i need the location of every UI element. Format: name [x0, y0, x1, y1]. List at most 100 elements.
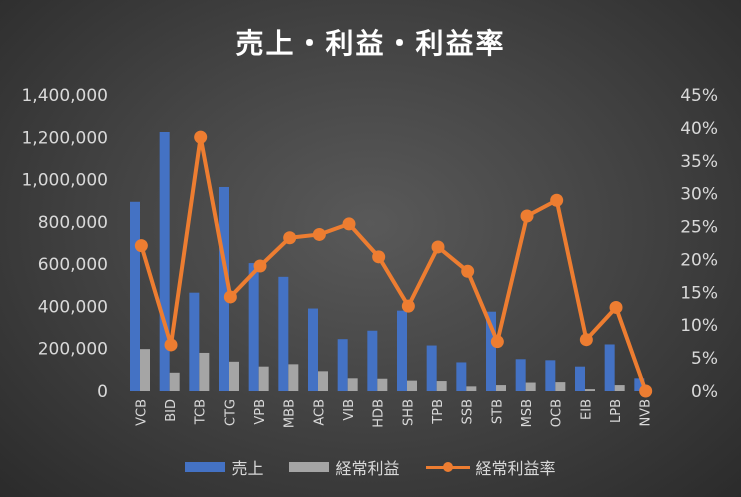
- bar-profit-ocb: [555, 382, 566, 391]
- chart-title: 売上・利益・利益率: [235, 27, 506, 60]
- point-margin-vpb: [253, 259, 267, 273]
- point-margin-vib: [342, 217, 356, 231]
- legend-swatch-profit: [289, 462, 330, 472]
- bar-sales-msb: [515, 359, 526, 391]
- x-tick-label: MSB: [520, 399, 535, 427]
- x-tick-label: CTG: [223, 399, 238, 426]
- left-axis-tick: 0: [97, 382, 108, 402]
- x-tick-label: SSB: [461, 399, 476, 424]
- line-margin: [139, 135, 648, 392]
- x-tick-label: LPB: [609, 399, 624, 423]
- bar-profit-acb: [318, 371, 328, 391]
- bar-profit-tcb: [199, 352, 210, 391]
- bar-profit-ssb: [466, 386, 477, 391]
- right-axis-tick: 0%: [691, 382, 718, 402]
- x-tick-label: BID: [164, 399, 179, 422]
- point-margin-ssb: [461, 264, 475, 278]
- left-axis-tick: 800,000: [38, 213, 108, 233]
- bar-sales-bid: [159, 132, 170, 391]
- point-margin-ctg: [223, 290, 237, 304]
- legend-item-margin: 経常利益率: [425, 455, 556, 479]
- x-tick-label: TCB: [194, 399, 209, 425]
- bar-sales-nvb: [634, 378, 645, 391]
- x-tick-label: HDB: [372, 399, 387, 428]
- bar-profit-vcb: [140, 349, 150, 391]
- bar-profit-shb: [407, 380, 417, 391]
- right-axis-tick: 45%: [680, 86, 718, 106]
- left-axis-ticks: 0 200,000 400,000 600,000 800,000 1,000,000 1,…: [21, 86, 108, 402]
- legend-item-profit: 経常利益: [289, 455, 400, 479]
- point-margin-nvb: [639, 384, 653, 398]
- x-tick-label: TPB: [431, 399, 446, 425]
- x-tick-label: NVB: [639, 399, 654, 427]
- right-axis-tick: 15%: [680, 283, 718, 303]
- point-margin-shb: [401, 299, 415, 313]
- legend-item-sales: 売上: [185, 455, 263, 479]
- legend-label-profit: 経常利益: [335, 459, 400, 478]
- point-margin-vcb: [134, 239, 148, 253]
- bar-profit-hdb: [377, 378, 388, 391]
- point-margin-hdb: [372, 250, 386, 264]
- bar-sales-shb: [397, 310, 407, 391]
- x-tick-label: OCB: [550, 399, 565, 427]
- left-axis-tick: 600,000: [38, 255, 108, 275]
- bar-profit-lpb: [614, 385, 625, 391]
- bar-sales-ssb: [456, 362, 467, 391]
- bar-profit-msb: [525, 382, 536, 391]
- legend-label-sales: 売上: [231, 459, 264, 478]
- legend-label-margin: 経常利益率: [475, 459, 556, 478]
- bar-sales-vib: [337, 339, 348, 391]
- point-margin-eib: [579, 333, 593, 347]
- left-axis-tick: 1,400,000: [21, 86, 108, 106]
- point-margin-lpb: [609, 300, 623, 314]
- point-margin-bid: [164, 338, 178, 352]
- bar-profit-eib: [585, 389, 595, 391]
- bar-sales-ctg: [219, 186, 229, 391]
- right-axis-tick: 5%: [691, 349, 718, 369]
- x-tick-label: STB: [490, 399, 505, 424]
- bar-profit-stb: [496, 385, 506, 391]
- point-margin-msb: [520, 209, 534, 223]
- x-tick-label: VPB: [253, 399, 268, 425]
- x-tick-label: ACB: [312, 399, 327, 426]
- bar-sales-ocb: [545, 360, 556, 391]
- x-axis-labels: VCB BID TCB CTG VPB MBB ACB VIB HDB SHB TPB SSB STB M…: [134, 399, 653, 428]
- bar-profit-bid: [169, 372, 180, 391]
- line-group: [134, 130, 653, 398]
- bar-profit-tpb: [436, 381, 447, 391]
- bar-sales-acb: [308, 308, 318, 391]
- legend-swatch-margin: [425, 461, 470, 473]
- x-tick-label: SHB: [401, 399, 416, 426]
- bar-sales-stb: [486, 311, 496, 391]
- left-axis-tick: 1,200,000: [21, 128, 108, 148]
- x-tick-label: VCB: [134, 399, 149, 426]
- bar-sales-vpb: [248, 263, 259, 391]
- right-axis-tick: 10%: [680, 316, 718, 336]
- point-margin-mbb: [283, 231, 297, 245]
- x-tick-label: EIB: [579, 399, 594, 420]
- point-margin-tcb: [194, 130, 208, 144]
- bar-profit-mbb: [288, 364, 299, 391]
- left-axis-tick: 200,000: [38, 340, 108, 360]
- right-axis-tick: 20%: [680, 250, 718, 270]
- right-axis-tick: 40%: [680, 119, 718, 139]
- left-axis-tick: 1,000,000: [21, 171, 108, 191]
- bar-profit-ctg: [229, 361, 239, 391]
- right-axis-ticks: 0% 5% 10% 15% 20% 25% 30% 35% 40% 45%: [680, 86, 718, 402]
- right-axis-tick: 30%: [680, 185, 718, 205]
- bar-profit-vpb: [258, 366, 269, 391]
- bar-profit-vib: [347, 378, 358, 391]
- legend: 売上 経常利益 経常利益率: [0, 455, 741, 479]
- bars-group: [130, 132, 645, 391]
- point-margin-tpb: [431, 240, 445, 254]
- legend-swatch-sales: [185, 462, 226, 472]
- point-margin-stb: [490, 335, 504, 349]
- left-axis-tick: 400,000: [38, 297, 108, 317]
- x-tick-label: MBB: [283, 399, 298, 428]
- x-tick-label: VIB: [342, 399, 357, 421]
- bar-sales-lpb: [604, 344, 615, 391]
- point-margin-acb: [312, 227, 326, 241]
- bar-sales-tcb: [189, 292, 200, 391]
